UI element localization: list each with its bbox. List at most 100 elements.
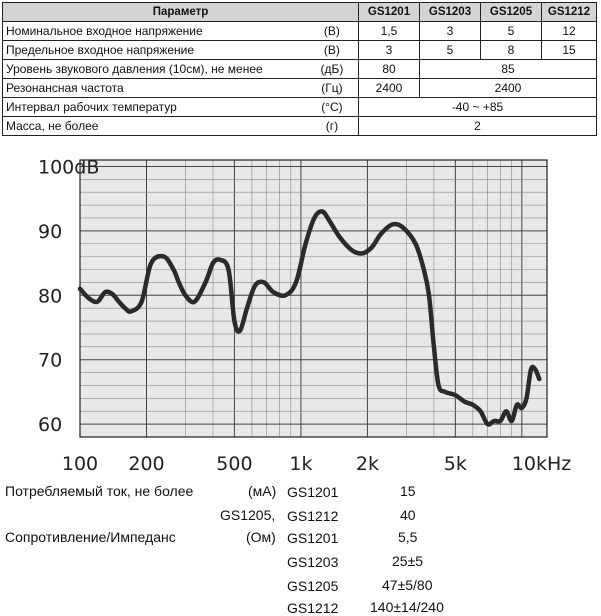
cell-value: 85: [419, 59, 597, 79]
data-point: [263, 281, 265, 284]
row-unit: (дБ): [305, 59, 359, 79]
current-model-2: GS1212: [287, 508, 339, 524]
x-tick-label: 5k: [444, 453, 467, 475]
data-point: [254, 284, 256, 287]
data-point: [227, 268, 230, 271]
data-point: [96, 300, 99, 303]
data-point: [212, 262, 214, 264]
row-unit: (г): [305, 116, 359, 136]
data-point: [493, 420, 496, 422]
data-point: [184, 294, 187, 297]
data-point: [454, 394, 457, 396]
cell-value: 2400: [358, 78, 420, 98]
table-row: Интервал рабочих температур (°С) -40 ~ +…: [1, 97, 597, 117]
data-point: [172, 268, 175, 271]
data-point: [140, 300, 143, 303]
cell-value: 2400: [419, 78, 597, 98]
data-point: [380, 233, 382, 235]
cell-value: 80: [358, 59, 420, 79]
data-point: [516, 403, 518, 406]
x-tick-label: 10kHz: [512, 453, 571, 475]
data-point: [239, 329, 241, 332]
header-gs1201: GS1201: [358, 2, 420, 22]
y-tick-label: 60: [38, 414, 62, 436]
data-point: [304, 242, 307, 245]
data-point: [538, 378, 541, 380]
data-point: [534, 368, 537, 371]
data-point: [328, 220, 331, 222]
resistance-value-4: 140±14/240: [370, 599, 444, 615]
current-prefix-2: GS1205,: [220, 507, 276, 523]
data-point: [472, 403, 474, 406]
data-point: [423, 268, 425, 271]
plot-area: [80, 160, 547, 437]
row-unit: (°С): [305, 97, 359, 117]
cell-value: 2: [358, 116, 597, 136]
data-point: [428, 294, 430, 297]
chart-grid: [79, 160, 547, 438]
resistance-unit: (Ом): [246, 529, 276, 545]
data-point: [79, 288, 81, 290]
data-point: [111, 293, 114, 295]
row-name: Уровень звукового давления (10см), не ме…: [1, 59, 306, 79]
data-point: [321, 210, 324, 213]
x-tick-label: 1k: [289, 453, 312, 475]
table-header-row: Параметр GS1201 GS1203 GS1205 GS1212: [2, 2, 597, 22]
data-point: [437, 384, 440, 387]
y-tick-label: 90: [38, 221, 62, 243]
current-model-1: GS1201: [287, 484, 339, 500]
data-point: [479, 410, 482, 413]
data-point: [163, 255, 165, 258]
spec-table: Параметр GS1201 GS1203 GS1205 GS1212 Ном…: [1, 2, 597, 136]
data-point: [130, 310, 132, 313]
data-points: [79, 210, 541, 425]
data-point: [463, 400, 466, 403]
data-point: [402, 226, 404, 229]
data-point: [525, 397, 528, 400]
table-row: Предельное входное напряжение (В) 3 5 8 …: [1, 40, 597, 60]
plot-frame: [79, 159, 548, 438]
resistance-model-2: GS1203: [287, 554, 339, 570]
data-point: [124, 307, 126, 309]
data-point: [177, 281, 180, 284]
data-point: [233, 320, 236, 322]
data-point: [505, 410, 508, 413]
data-point: [499, 420, 502, 422]
current-value-2: 40: [400, 507, 416, 523]
x-tick-labels: 100 200 500 1k 2k 5k 10kHz: [62, 453, 571, 475]
data-point: [204, 281, 207, 284]
table-row: Резонансная частота (Гц) 2400 2400: [1, 78, 597, 98]
current-unit: (мА): [248, 483, 277, 499]
data-point: [118, 300, 120, 303]
frequency-response-chart: 100dB 90 80 70 60 100 200 500 1k 2k 5k 10kHz: [38, 156, 571, 475]
header-gs1212: GS1212: [541, 2, 597, 22]
resistance-model-4: GS1212: [287, 600, 339, 616]
cell-value: 3: [358, 40, 420, 60]
y-tick-label: 80: [38, 285, 62, 307]
data-point: [391, 223, 394, 226]
y-tick-label: 100dB: [38, 156, 99, 178]
data-point: [444, 391, 447, 393]
row-name: Резонансная частота: [1, 78, 306, 98]
x-tick-label: 200: [128, 453, 164, 475]
row-unit: (В): [305, 40, 359, 60]
x-tick-label: 500: [216, 453, 252, 475]
resistance-label: Сопротивление/Импеданс: [5, 529, 176, 545]
row-name: Масса, не более: [1, 116, 306, 136]
table-row: Уровень звукового давления (10см), не ме…: [1, 59, 597, 79]
data-point: [414, 242, 417, 245]
data-point: [521, 407, 523, 409]
data-point: [361, 252, 364, 255]
cell-value: 3: [419, 21, 481, 41]
y-tick-label: 70: [38, 350, 62, 372]
row-name: Интервал рабочих температур: [1, 97, 306, 117]
resistance-model-3: GS1205: [287, 578, 339, 594]
header-gs1205: GS1205: [480, 2, 542, 22]
row-unit: (В): [305, 21, 359, 41]
x-tick-label: 2k: [356, 453, 379, 475]
resistance-model-1: GS1201: [287, 530, 339, 546]
cell-value: 5: [480, 21, 542, 41]
row-name: Предельное входное напряжение: [1, 40, 306, 60]
data-point: [219, 259, 221, 261]
data-point: [246, 307, 248, 309]
